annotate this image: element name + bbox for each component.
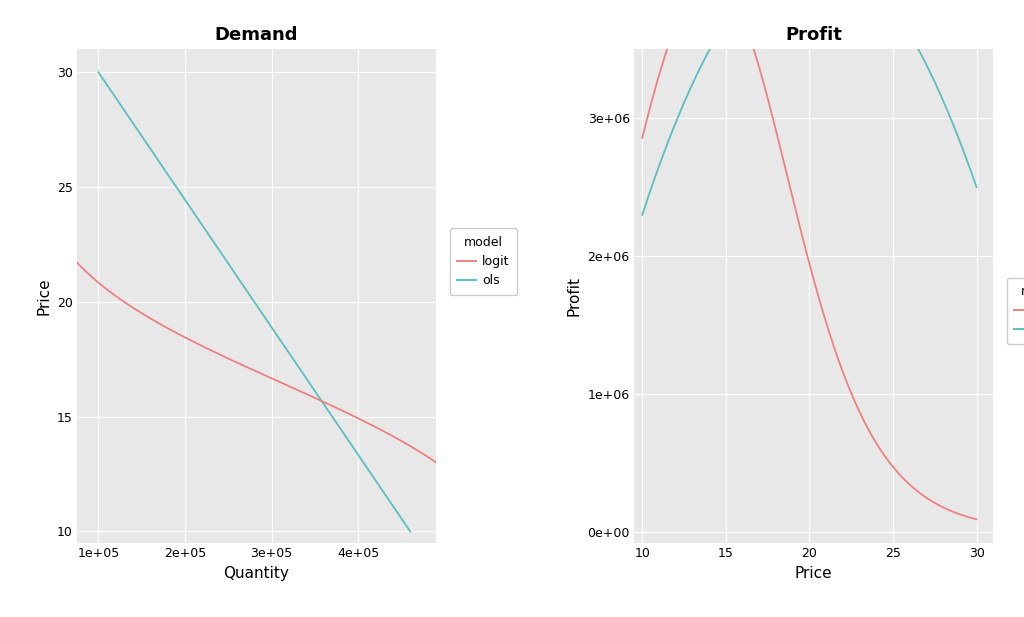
X-axis label: Quantity: Quantity [223,566,290,581]
Y-axis label: Profit: Profit [566,276,582,316]
Title: Profit: Profit [785,26,842,44]
Title: Demand: Demand [215,26,298,44]
Legend: logit, ols: logit, ols [450,228,517,295]
X-axis label: Price: Price [795,566,833,581]
Y-axis label: Price: Price [36,278,51,315]
Legend: logit, ols: logit, ols [1007,278,1024,344]
